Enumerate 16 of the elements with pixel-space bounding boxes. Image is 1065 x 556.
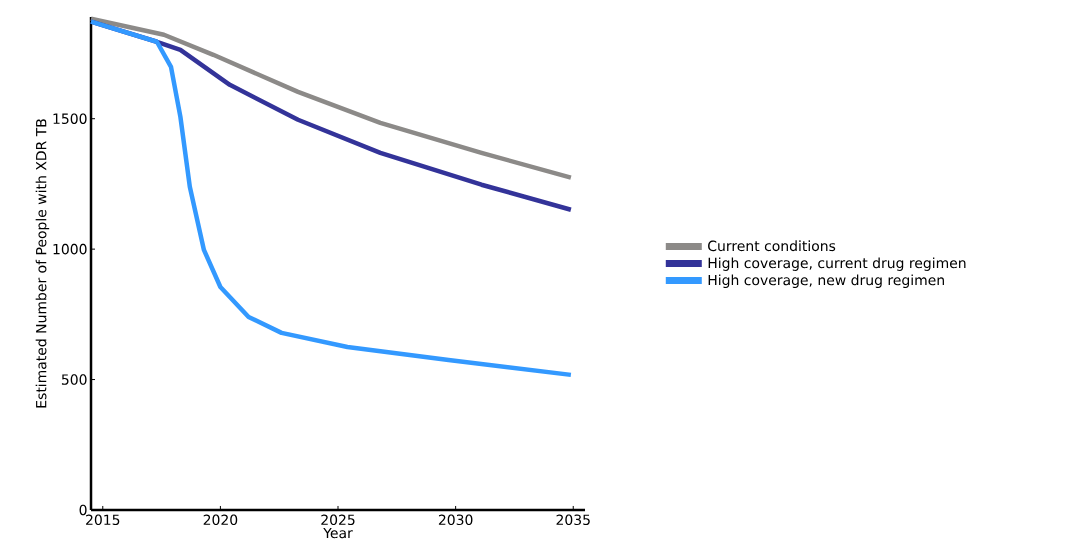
line-series: [88, 16, 574, 180]
y-tick-label: 1500: [53, 113, 87, 124]
line-series: [88, 19, 574, 378]
x-tick-label: 2020: [203, 514, 238, 526]
x-axis-title: Year: [323, 527, 353, 539]
x-tick-label: 2035: [556, 514, 590, 526]
legend-label: Current conditions: [708, 240, 836, 252]
y-tick-label: 1000: [53, 243, 87, 255]
x-tick-label: 2015: [86, 514, 120, 526]
y-tick-label: 0: [79, 504, 87, 516]
y-axis-title: Estimated Number of People with XDR TB: [35, 119, 50, 408]
legend-label: High coverage, current drug regimen: [708, 257, 966, 271]
x-tick-label: 2025: [321, 514, 355, 526]
legend-label: High coverage, new drug regimen: [708, 274, 944, 289]
x-tick-label: 2030: [438, 514, 473, 526]
y-tick-label: 500: [61, 374, 87, 385]
